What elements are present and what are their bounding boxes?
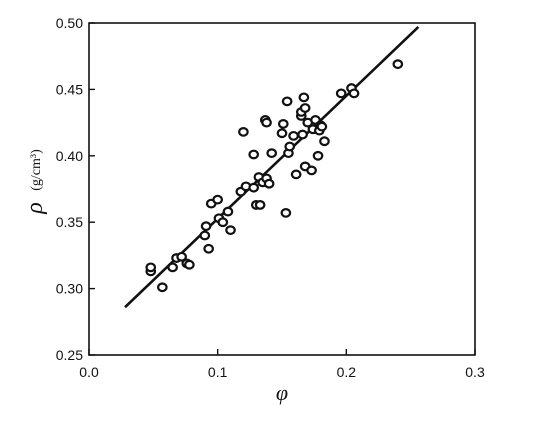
x-tick-label: 0.3: [465, 364, 485, 380]
data-point: [297, 129, 308, 140]
data-point: [263, 178, 275, 189]
data-point: [248, 182, 259, 193]
data-point: [167, 262, 178, 273]
y-axis-label: ρ: [22, 202, 48, 215]
y-axis-ticks: 0.25 0.30 0.35 0.40 0.45 0.50: [56, 15, 95, 363]
data-point: [348, 88, 360, 99]
data-points-layer: [145, 59, 404, 293]
plot-frame: [88, 22, 476, 356]
data-point: [145, 262, 157, 273]
data-point: [319, 136, 330, 147]
data-point: [254, 200, 266, 210]
data-point: [277, 119, 289, 129]
data-point: [280, 208, 292, 218]
y-axis-unit: (g/cm³): [29, 149, 44, 191]
data-point: [212, 194, 223, 205]
data-point: [299, 103, 311, 113]
x-tick-label: 0.2: [337, 364, 357, 380]
data-point: [335, 88, 347, 99]
x-tick-label: 0.1: [208, 364, 228, 380]
y-tick-label: 0.30: [56, 281, 83, 297]
data-point: [176, 251, 187, 262]
y-axis-label-group: ρ (g/cm³): [22, 149, 48, 215]
data-point: [261, 117, 272, 128]
data-point: [392, 59, 404, 70]
data-point: [316, 121, 328, 132]
data-point: [199, 230, 211, 241]
data-point: [266, 148, 278, 159]
data-point: [184, 259, 195, 270]
x-axis-label: φ: [276, 380, 288, 405]
data-point: [298, 92, 310, 103]
data-point: [281, 96, 293, 107]
data-point: [217, 217, 229, 228]
data-point: [306, 165, 317, 176]
data-point: [225, 225, 236, 236]
data-point: [248, 149, 259, 160]
data-point: [284, 141, 296, 152]
y-tick-label: 0.40: [56, 148, 83, 164]
y-tick-label: 0.25: [56, 347, 83, 363]
x-axis-ticks: 0.0 0.1 0.2 0.3: [79, 349, 485, 380]
data-point: [276, 128, 288, 139]
data-point: [200, 221, 212, 232]
data-point: [288, 130, 299, 141]
y-tick-label: 0.45: [56, 81, 83, 97]
data-point: [203, 243, 214, 254]
data-point: [157, 282, 168, 293]
data-point: [238, 126, 249, 137]
data-point: [312, 150, 324, 161]
data-point: [290, 169, 302, 180]
x-tick-label: 0.0: [79, 364, 99, 380]
y-tick-label: 0.50: [56, 15, 83, 31]
data-point: [222, 206, 234, 217]
y-tick-label: 0.35: [56, 214, 83, 230]
